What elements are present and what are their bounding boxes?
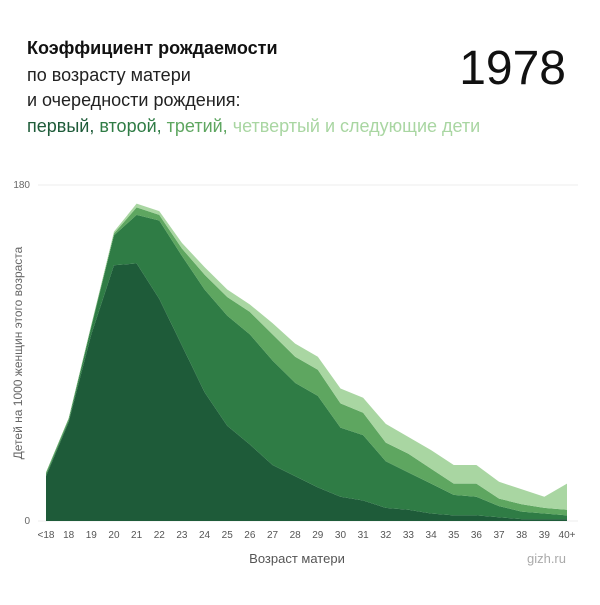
x-tick-label: 33 <box>403 530 415 541</box>
x-tick-label: 24 <box>199 530 211 541</box>
chart-subtitle: по возрасту матери <box>27 65 191 85</box>
x-tick-label: 25 <box>222 530 234 541</box>
legend-entry: третий, <box>167 116 228 136</box>
x-tick-label: 31 <box>358 530 370 541</box>
legend-entry: первый, <box>27 116 94 136</box>
x-tick-label: 32 <box>380 530 392 541</box>
y-tick-label: 180 <box>13 180 30 191</box>
area <box>46 263 567 521</box>
x-tick-label: 19 <box>86 530 98 541</box>
chart-subtitle: и очередности рождения: <box>27 90 241 110</box>
x-tick-label: 30 <box>335 530 347 541</box>
x-tick-label: 37 <box>493 530 505 541</box>
x-tick-label: 34 <box>426 530 438 541</box>
x-axis-label: Возраст матери <box>249 551 345 566</box>
x-tick-label: 28 <box>290 530 302 541</box>
x-tick-label: 36 <box>471 530 483 541</box>
year-annotation: 1978 <box>459 42 566 95</box>
y-axis-label: Детей на 1000 женщин этого возраста <box>11 246 25 459</box>
y-tick-label: 0 <box>24 516 30 527</box>
x-tick-label: 21 <box>131 530 143 541</box>
source: gizh.ru <box>527 551 566 566</box>
x-tick-label: 35 <box>448 530 460 541</box>
x-tick-label: 26 <box>244 530 256 541</box>
x-tick-label: <18 <box>38 530 55 541</box>
legend-entry: второй, <box>99 116 161 136</box>
x-tick-label: 29 <box>312 530 324 541</box>
area <box>46 214 567 520</box>
x-tick-label: 23 <box>176 530 188 541</box>
x-tick-label: 38 <box>516 530 528 541</box>
x-tick-label: 20 <box>108 530 120 541</box>
chart-title: Коэффициент рождаемости <box>27 38 278 58</box>
legend: первый, второй, третий, четвертый и след… <box>27 116 480 136</box>
x-tick-label: 22 <box>154 530 166 541</box>
x-tick-label: 40+ <box>559 530 576 541</box>
x-tick-label: 27 <box>267 530 279 541</box>
x-tick-label: 18 <box>63 530 75 541</box>
area <box>46 203 567 510</box>
legend-entry: четвертый и следующие дети <box>233 116 481 136</box>
x-tick-label: 39 <box>539 530 551 541</box>
